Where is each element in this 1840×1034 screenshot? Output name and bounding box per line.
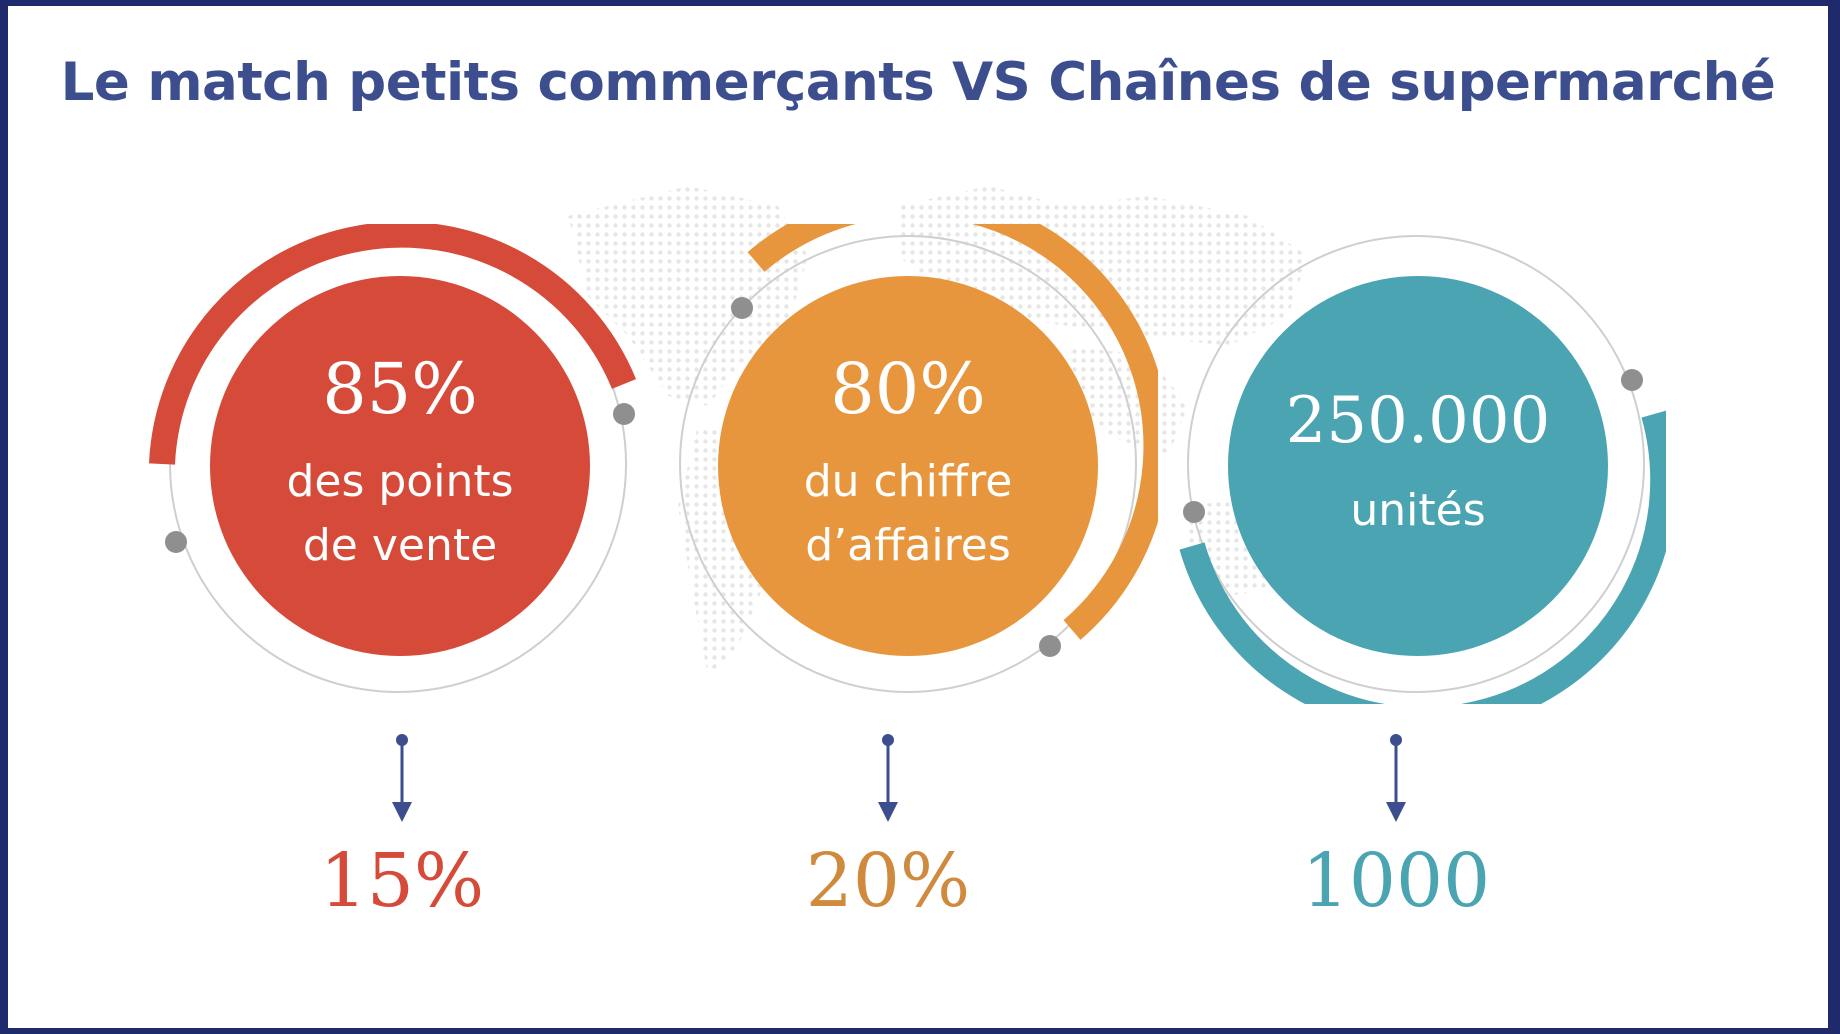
progress-ring bbox=[1179, 235, 1666, 704]
stat-value: 250.000 bbox=[1285, 384, 1551, 459]
arrow-down-icon bbox=[878, 734, 898, 822]
stat-label-line-1: unités bbox=[1350, 485, 1486, 537]
stat-circle: 80% du chiffre d’affaires bbox=[718, 276, 1098, 656]
arrow-down-icon bbox=[392, 734, 412, 822]
progress-ring bbox=[149, 224, 637, 693]
stat-card: 85% des points de vente bbox=[148, 224, 648, 704]
progress-ring bbox=[679, 224, 1158, 693]
stat-value: 80% bbox=[830, 348, 986, 431]
stat-circle: 250.000 unités bbox=[1228, 276, 1608, 656]
arrow-down-icon bbox=[1386, 734, 1406, 822]
stat-label-line-1: des points bbox=[286, 456, 514, 508]
infographic: Le match petits commerçants VS Chaînes d… bbox=[8, 6, 1828, 1028]
stat-circle: 85% des points de vente bbox=[210, 276, 590, 656]
stat-value: 85% bbox=[322, 348, 478, 431]
stat-label-line-2: de vente bbox=[302, 520, 498, 571]
stat-result: 1000 bbox=[1301, 838, 1491, 924]
page-title: Le match petits commerçants VS Chaînes d… bbox=[60, 52, 1776, 113]
stat-result: 20% bbox=[805, 838, 971, 924]
stat-card: 250.000 unités bbox=[1166, 224, 1666, 704]
stat-card: 80% du chiffre d’affaires bbox=[658, 224, 1158, 704]
stat-result: 15% bbox=[319, 838, 485, 924]
stat-label-line-2: d’affaires bbox=[805, 520, 1011, 571]
stat-label-line-1: du chiffre bbox=[803, 456, 1013, 508]
